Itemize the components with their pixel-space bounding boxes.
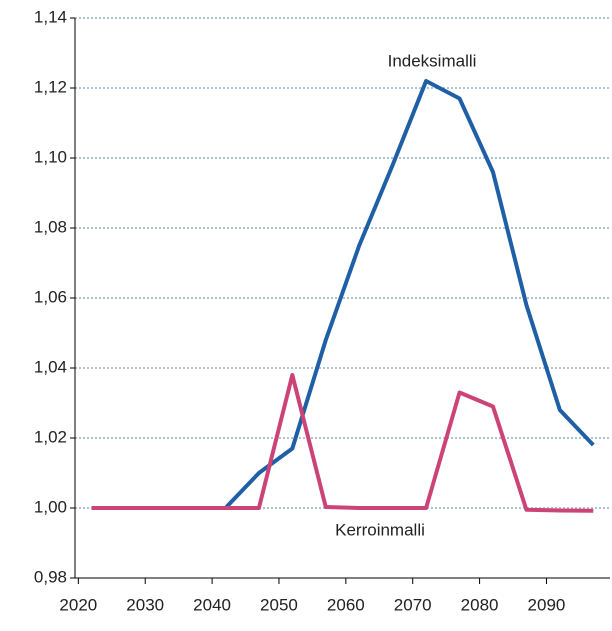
x-tick-label: 2030 xyxy=(126,595,164,614)
y-tick-label: 1,10 xyxy=(34,147,67,166)
x-tick-label: 2090 xyxy=(528,595,566,614)
y-tick-label: 1,14 xyxy=(34,7,67,26)
line xyxy=(91,373,594,513)
series-label: Indeksimalli xyxy=(388,51,477,70)
x-tick-label: 2020 xyxy=(59,595,97,614)
line xyxy=(91,79,595,510)
y-tick-label: 1,12 xyxy=(34,77,67,96)
x-tick-label: 2050 xyxy=(260,595,298,614)
x-tick-label: 2060 xyxy=(327,595,365,614)
x-tick-label: 2070 xyxy=(394,595,432,614)
x-tick-label: 2080 xyxy=(461,595,499,614)
series-label: Kerroinmalli xyxy=(335,520,425,539)
y-tick-label: 1,04 xyxy=(34,357,67,376)
y-tick-label: 1,00 xyxy=(34,497,67,516)
y-tick-label: 0,98 xyxy=(34,567,67,586)
y-tick-label: 1,02 xyxy=(34,427,67,446)
y-tick-label: 1,08 xyxy=(34,217,67,236)
y-tick-label: 1,06 xyxy=(34,287,67,306)
x-tick-label: 2040 xyxy=(193,595,231,614)
